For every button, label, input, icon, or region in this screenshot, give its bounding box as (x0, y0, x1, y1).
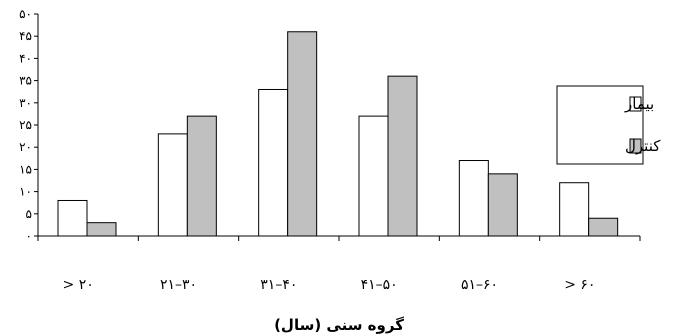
y-tick-label: ۳۵ (19, 74, 32, 88)
bar-control (86, 222, 117, 237)
y-tick-label: ۴۰ (19, 51, 32, 65)
x-category-label: ۵۱–۶۰ (461, 277, 498, 293)
y-tick-label: ۱۰ (19, 185, 32, 199)
y-tick-label: ۴۵ (19, 29, 32, 43)
bars (57, 31, 619, 237)
legend-label: کنترل (625, 137, 661, 155)
y-tick-label: ۲۵ (19, 118, 32, 132)
bar-patient (258, 88, 289, 237)
bar-patient (157, 133, 188, 237)
bar-patient (559, 182, 590, 237)
y-tick-label: ۵ (26, 207, 32, 221)
legend-label: بیمار (624, 95, 654, 113)
y-tick-label: ۱۵ (19, 162, 32, 176)
x-category-label: ۳۱–۴۰ (260, 277, 297, 293)
y-axis: ۰ ۵ ۱۰ ۱۵ ۲۰ ۲۵ ۳۰ ۳۵ ۴۰ ۴۵ ۵۰ (19, 7, 39, 243)
bar-patient (57, 199, 88, 237)
bar-patient (458, 160, 489, 237)
bar-control (287, 31, 318, 237)
legend: بیمار کنترل (556, 85, 661, 165)
x-axis-title: گروه سنی (سال) (274, 316, 404, 334)
x-category-label: ۲۱–۳۰ (160, 277, 197, 293)
legend-swatch (629, 138, 642, 154)
x-category-label: > ۶۰ (564, 277, 595, 293)
y-tick-label: ۲۰ (19, 140, 32, 154)
bar-patient (358, 115, 389, 237)
legend-box (556, 85, 644, 165)
bar-control (387, 75, 418, 237)
y-tick-label: ۰ (26, 229, 32, 243)
x-category-label: > ۲۰ (63, 277, 94, 293)
legend-swatch (629, 96, 642, 112)
bar-control (487, 173, 518, 237)
y-tick-label: ۵۰ (19, 7, 32, 21)
x-category-label: ۴۱–۵۰ (361, 277, 398, 293)
bar-control (186, 115, 217, 237)
category-labels: > ۲۰ ۲۱–۳۰ ۳۱–۴۰ ۴۱–۵۰ ۵۱–۶۰ > ۶۰ (63, 277, 596, 293)
y-tick-label: ۳۰ (19, 96, 32, 110)
x-axis (37, 235, 641, 241)
bar-control (588, 217, 619, 237)
